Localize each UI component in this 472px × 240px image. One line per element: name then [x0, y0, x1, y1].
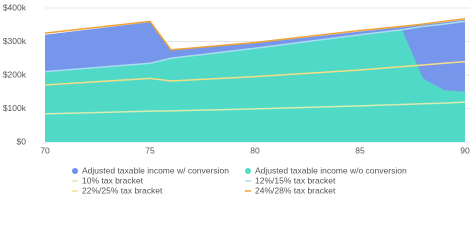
line	[44, 101, 466, 115]
page: {"chart_data": {"type": "area", "x": [70…	[2, 2, 470, 196]
x-tick-label: 75	[145, 145, 155, 155]
line	[44, 17, 466, 51]
legend-label: 12%/15% tax bracket	[255, 175, 336, 185]
legend-marker	[72, 168, 78, 174]
legend-label: 22%/25% tax bracket	[82, 185, 163, 195]
legend-label: 24%/28% tax bracket	[255, 185, 336, 195]
legend-label: Adjusted taxable income w/ conversion	[82, 165, 229, 175]
legend-label: 10% tax bracket	[82, 175, 144, 185]
y-tick-label: $400k	[3, 2, 27, 12]
x-tick-label: 80	[250, 145, 260, 155]
y-tick-label: $300k	[3, 36, 27, 46]
y-tick-label: $200k	[3, 69, 27, 79]
line	[44, 60, 466, 86]
y-tick-label: $100k	[3, 103, 27, 113]
x-tick-label: 70	[40, 145, 50, 155]
chart: $0 $100k $200k $300k $400k 70 75 80 85 90 Adjusted…	[3, 2, 470, 195]
x-tick-label: 85	[355, 145, 365, 155]
x-tick-label: 90	[460, 145, 470, 155]
y-tick-label: $0	[17, 136, 27, 146]
legend-marker	[245, 168, 251, 174]
legend-label: Adjusted taxable income w/o conversion	[255, 165, 407, 175]
area	[45, 29, 465, 142]
line	[44, 20, 466, 73]
